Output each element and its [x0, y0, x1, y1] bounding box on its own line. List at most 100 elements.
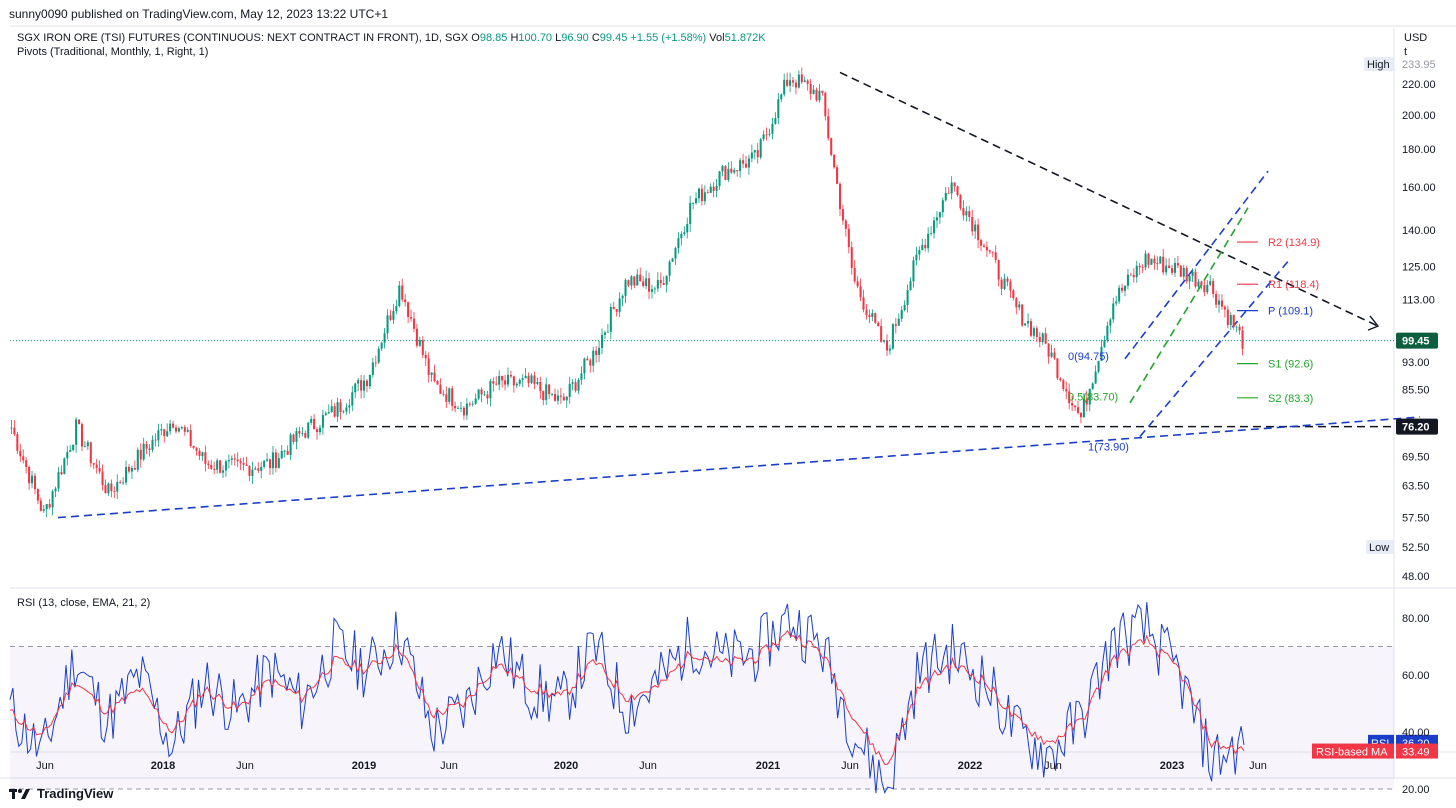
- candle-body: [959, 195, 962, 209]
- candle-body: [142, 443, 145, 460]
- rsi-ma-line: [9, 629, 1245, 765]
- candle-body: [1173, 263, 1176, 273]
- time-tick: Jun: [1249, 760, 1267, 772]
- candle-body: [977, 224, 980, 241]
- candle-body: [818, 90, 821, 101]
- candle-body: [574, 382, 577, 391]
- candle-body: [709, 186, 712, 193]
- candle-body: [692, 203, 695, 204]
- candle-body: [515, 383, 518, 386]
- resistance-arrow: [1367, 315, 1380, 331]
- current-price-badge: [1396, 332, 1438, 349]
- candle-body: [598, 347, 601, 356]
- candle-body: [139, 449, 142, 460]
- candle-body: [1029, 321, 1033, 336]
- candle-body: [786, 79, 789, 86]
- candle-body: [10, 427, 13, 429]
- candle-body: [321, 414, 324, 428]
- candle-body: [933, 220, 936, 234]
- tradingview-footer[interactable]: TradingView: [9, 786, 113, 801]
- candle-body: [974, 224, 977, 232]
- candle-body: [504, 380, 507, 385]
- candle-body: [177, 428, 180, 432]
- candle-body: [216, 460, 219, 470]
- candle-body: [891, 324, 894, 349]
- candle-body: [1135, 265, 1138, 278]
- candle-body: [201, 452, 204, 456]
- candle-body: [885, 340, 889, 351]
- candle-body: [1044, 333, 1047, 344]
- price-tick: 140.00: [1402, 225, 1436, 237]
- channel-mid: [1129, 207, 1249, 404]
- close-value: 99.45: [599, 32, 628, 44]
- candle-body: [48, 504, 51, 508]
- long-trendline: [57, 416, 1421, 519]
- candle-body: [374, 362, 377, 364]
- time-tick: 2023: [1160, 760, 1184, 772]
- candle-body: [283, 450, 286, 452]
- candle-body: [1118, 287, 1121, 302]
- candle-body: [947, 192, 950, 194]
- candle-body: [927, 233, 930, 249]
- candle-body: [883, 340, 886, 342]
- candle-body: [794, 82, 797, 88]
- candle-body: [89, 442, 92, 464]
- candle-body: [251, 469, 254, 476]
- candle-body: [386, 315, 389, 334]
- candle-body: [1085, 398, 1088, 405]
- volume-value: 51.872K: [724, 32, 766, 44]
- candle-body: [1018, 304, 1021, 308]
- candle-body: [286, 450, 289, 455]
- candle-body: [941, 200, 944, 213]
- candle-body: [489, 381, 492, 399]
- price-axis[interactable]: 220.00 200.00 180.00 160.00 140.00 125.00 113.…: [1402, 79, 1436, 796]
- candle-body: [759, 139, 762, 158]
- candle-body: [894, 324, 897, 326]
- candle-body: [501, 375, 504, 381]
- candle-body: [797, 74, 800, 88]
- candle-body: [727, 168, 730, 180]
- candle-body: [1091, 383, 1094, 389]
- time-axis[interactable]: Jun 2018 Jun 2019 Jun 2020 Jun 2021 Jun 2022 Jun 20…: [36, 760, 1267, 772]
- candle-body: [1226, 309, 1229, 326]
- candle-body: [160, 429, 163, 431]
- candle-body: [559, 395, 562, 397]
- candle-body: [697, 188, 701, 199]
- candle-body: [624, 280, 627, 296]
- candle-body: [789, 80, 792, 86]
- candle-body: [477, 389, 480, 399]
- candle-body: [127, 466, 131, 472]
- candle-body: [98, 467, 101, 472]
- candle-body: [1082, 398, 1085, 418]
- candle-body: [762, 134, 765, 140]
- time-tick: 2019: [352, 760, 376, 772]
- candle-body: [689, 203, 692, 225]
- candle-body: [551, 393, 554, 395]
- candle-body: [715, 186, 718, 191]
- candle-body: [800, 74, 803, 83]
- candle-body: [45, 504, 48, 510]
- candle-body: [401, 285, 404, 300]
- time-tick: Jun: [440, 760, 458, 772]
- candle-body: [988, 250, 991, 252]
- candle-body: [224, 461, 227, 471]
- candle-body: [75, 419, 78, 445]
- candle-body: [465, 403, 468, 416]
- candle-body: [210, 464, 213, 469]
- candle-body: [148, 448, 151, 451]
- candle-body: [1071, 403, 1074, 406]
- candle-body: [853, 267, 856, 282]
- rsi-tick: 80.00: [1402, 613, 1430, 625]
- candle-body: [930, 233, 933, 235]
- currency-label: USD: [1404, 32, 1428, 44]
- candle-body: [398, 285, 401, 306]
- candle-body: [1141, 267, 1144, 269]
- candle-body: [1123, 285, 1127, 291]
- candle-body: [318, 427, 321, 433]
- candle-body: [706, 192, 709, 194]
- candle-body: [104, 485, 107, 494]
- candle-body: [189, 429, 192, 447]
- candle-body: [1109, 319, 1112, 326]
- trend-drawings[interactable]: [10, 71, 1421, 519]
